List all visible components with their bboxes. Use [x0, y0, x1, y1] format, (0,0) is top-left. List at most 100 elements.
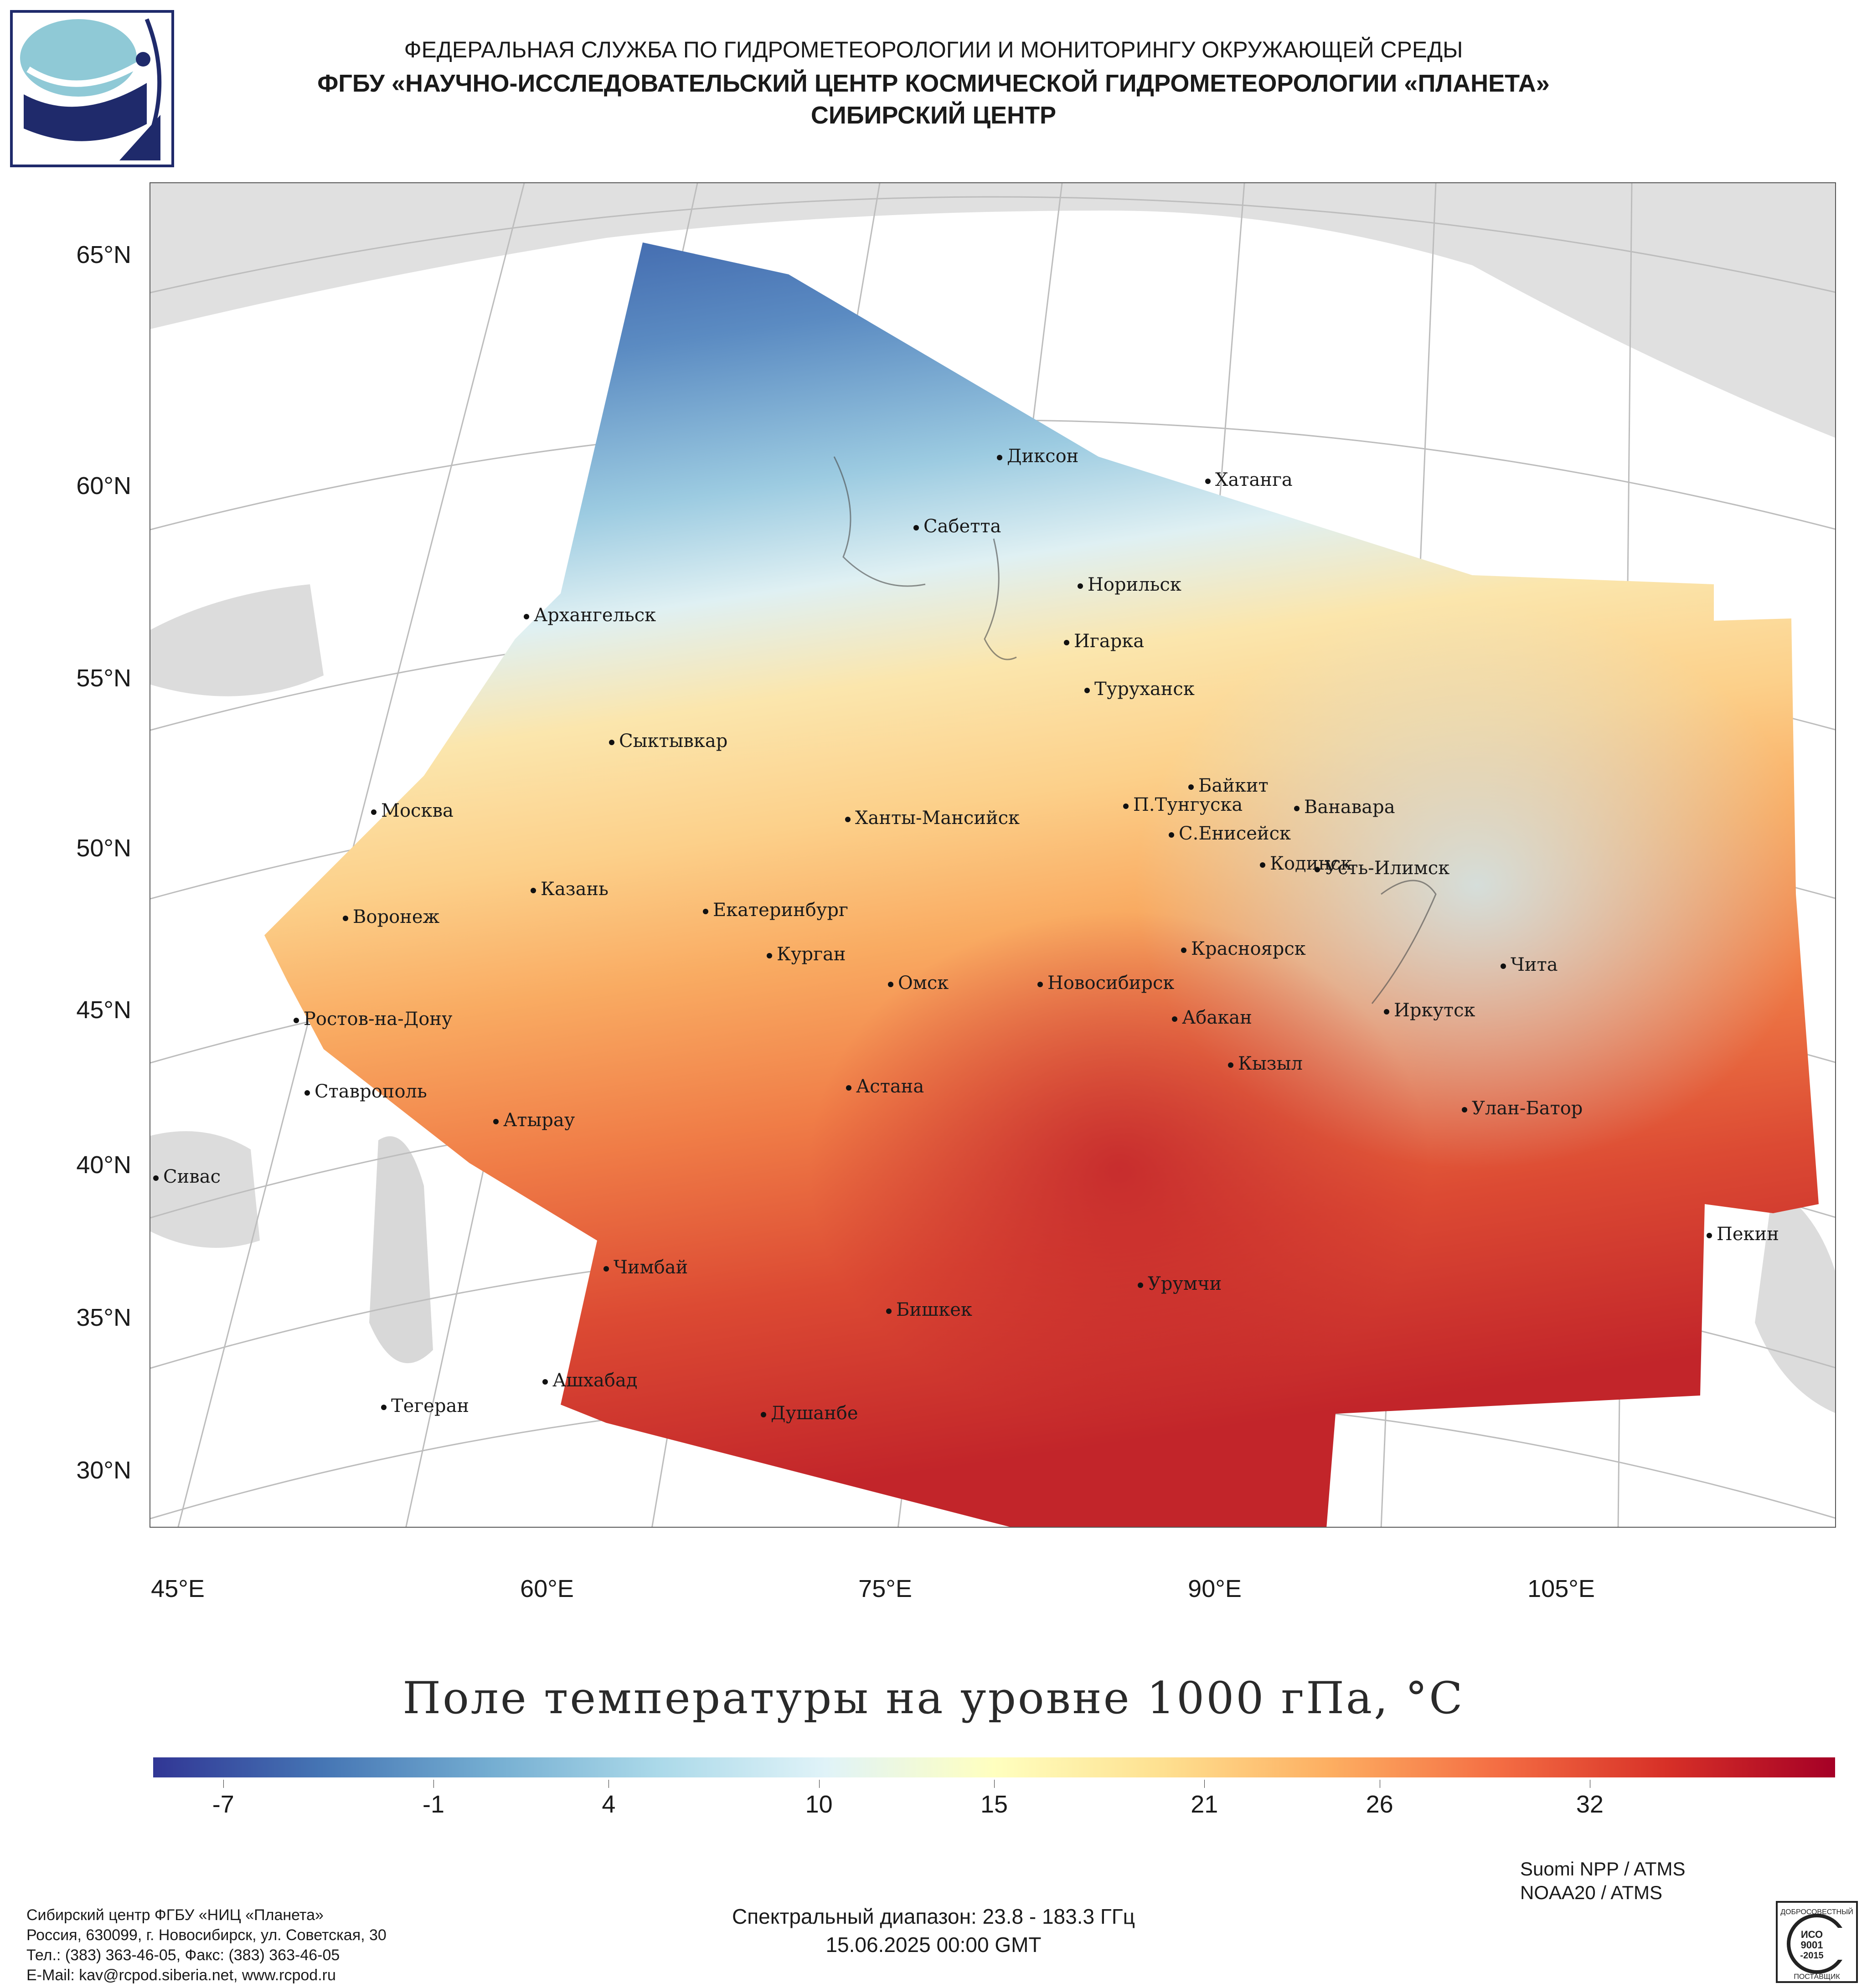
city-label: Архангельск [534, 605, 656, 626]
city-label: Екатеринбург [713, 900, 848, 921]
lat-label-50: 50°N [76, 834, 131, 862]
city-label: Чимбай [614, 1257, 688, 1278]
satellite-list: Suomi NPP / ATMS NOAA20 / ATMS [1520, 1857, 1686, 1905]
city-marker [1384, 1009, 1389, 1015]
city-marker [1181, 948, 1186, 953]
city-marker [1294, 806, 1300, 811]
city-marker [1123, 803, 1129, 809]
city-marker [1138, 1282, 1143, 1288]
iso-text: ДОБРОСОВЕСТНЫЙ [1780, 1907, 1853, 1916]
map-canvas [150, 183, 1835, 1527]
city-label: Туруханск [1094, 679, 1195, 700]
datetime: 15.06.2025 00:00 GMT [825, 1933, 1042, 1957]
city-label: Игарка [1074, 631, 1145, 652]
header-institute: ФГБУ «НАУЧНО-ИССЛЕДОВАТЕЛЬСКИЙ ЦЕНТР КОС… [317, 70, 1550, 97]
city-label: Сивас [163, 1166, 221, 1187]
lat-label-30: 30°N [76, 1457, 131, 1484]
city-marker [1228, 1062, 1233, 1068]
lat-label-65: 65°N [76, 241, 131, 268]
city-label: Иркутск [1394, 1000, 1475, 1021]
lat-label-60: 60°N [76, 472, 131, 500]
city-marker [767, 953, 772, 958]
city-marker [1707, 1233, 1712, 1238]
city-label: Астана [856, 1076, 924, 1097]
city-label: Душанбе [771, 1403, 858, 1424]
city-marker [371, 809, 376, 815]
lon-label-60: 60°E [520, 1575, 574, 1602]
city-marker [1260, 862, 1265, 868]
city-label: Улан-Батор [1472, 1098, 1583, 1119]
city-marker [304, 1090, 310, 1096]
satellite-name: Suomi NPP / ATMS [1520, 1858, 1686, 1880]
temperature-map: Диксон Хатанга Сабетта Норильск Архангельск И… [150, 182, 1836, 1528]
city-marker [1205, 479, 1211, 484]
city-marker [845, 817, 851, 822]
lon-label-45: 45°E [151, 1575, 205, 1602]
city-label: Ашхабад [552, 1370, 638, 1391]
city-label: Атырау [503, 1110, 575, 1131]
city-label: Норильск [1088, 574, 1181, 595]
colorbar-tick [819, 1780, 820, 1788]
header-center: СИБИРСКИЙ ЦЕНТР [810, 102, 1057, 129]
city-label: Ростов-на-Дону [304, 1009, 453, 1030]
lat-label-35: 35°N [76, 1304, 131, 1331]
city-label: С.Енисейск [1179, 823, 1291, 844]
city-label: Красноярск [1191, 938, 1306, 959]
city-marker [1084, 688, 1090, 693]
lat-label-40: 40°N [76, 1151, 131, 1179]
city-label: Сыктывкар [619, 731, 728, 752]
city-marker [888, 982, 893, 987]
iso-text: 9001 [1801, 1939, 1823, 1951]
header-agency: ФЕДЕРАЛЬНАЯ СЛУЖБА ПО ГИДРОМЕТЕОРОЛОГИИ … [404, 37, 1463, 62]
colorbar-tick-label: 21 [1191, 1791, 1218, 1818]
city-label: Ванавара [1304, 797, 1395, 818]
city-marker [609, 740, 614, 745]
city-label: Кодинск [1270, 853, 1352, 874]
city-marker [1188, 784, 1194, 790]
colorbar-tick [1204, 1780, 1205, 1788]
city-marker [1501, 963, 1506, 969]
city-marker [1037, 982, 1043, 987]
colorbar [153, 1757, 1835, 1777]
city-marker [531, 888, 536, 893]
city-label: Абакан [1182, 1007, 1252, 1028]
city-label: Новосибирск [1047, 973, 1175, 994]
colorbar-tick-label: 32 [1576, 1791, 1604, 1818]
city-marker [886, 1308, 892, 1314]
lon-label-90: 90°E [1188, 1575, 1242, 1602]
spectral-range: Спектральный диапазон: 23.8 - 183.3 ГГц [732, 1905, 1135, 1928]
map-title: Поле температуры на уровне 1000 гПа, °C [402, 1673, 1465, 1724]
footer-org-line: E-Mail: kav@rcpod.siberia.net, www.rcpod… [26, 1967, 336, 1984]
city-marker [997, 455, 1002, 460]
city-label: Чита [1511, 954, 1558, 975]
city-marker [343, 916, 348, 921]
city-marker [542, 1379, 548, 1385]
footer-org-line: Россия, 630099, г. Новосибирск, ул. Сове… [26, 1926, 387, 1944]
city-label: Бишкек [896, 1299, 972, 1320]
city-label: Диксон [1007, 446, 1079, 467]
colorbar-tick-label: 4 [602, 1791, 616, 1818]
lon-label-105: 105°E [1527, 1575, 1595, 1602]
lat-label-55: 55°N [76, 664, 131, 692]
city-label: Омск [898, 973, 949, 994]
city-marker [703, 909, 708, 914]
city-label: Воронеж [353, 906, 440, 927]
colorbar-tick [994, 1780, 995, 1788]
city-marker [493, 1119, 499, 1124]
city-label: Москва [381, 800, 454, 821]
city-marker [603, 1266, 609, 1272]
iso-text: ИСО [1801, 1929, 1823, 1940]
city-label: Кызыл [1238, 1053, 1303, 1074]
city-label: Байкит [1198, 775, 1269, 796]
planeta-logo [10, 10, 174, 167]
satellite-name: NOAA20 / ATMS [1520, 1882, 1662, 1903]
city-marker [1078, 583, 1083, 589]
city-label: Тегеран [391, 1396, 469, 1416]
city-label: Усть-Илимск [1325, 858, 1450, 879]
city-marker [1462, 1107, 1467, 1112]
colorbar-tick-label: 15 [980, 1791, 1008, 1818]
city-label: Казань [541, 879, 609, 900]
colorbar-tick [223, 1780, 224, 1788]
city-marker [1315, 867, 1320, 872]
city-marker [846, 1085, 851, 1091]
